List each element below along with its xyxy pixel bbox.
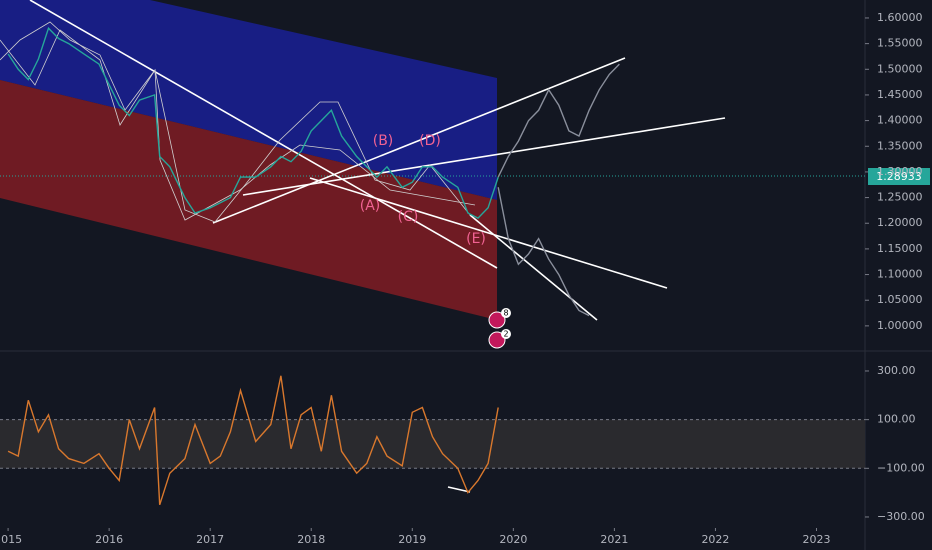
y-tick-label: 1.05000: [877, 293, 923, 306]
event-count: 8: [503, 309, 508, 318]
trendline: [309, 177, 668, 289]
price-line: [7, 26, 499, 219]
y-tick-label: 300.00: [877, 364, 916, 377]
wave-label: (D): [419, 133, 441, 149]
y-tick-label: −300.00: [877, 510, 925, 523]
event-icon[interactable]: [488, 311, 506, 329]
wave-label: (A): [360, 198, 381, 214]
price-line: [7, 375, 499, 506]
y-tick-label: 1.00000: [877, 319, 923, 332]
last-price-box: [868, 168, 930, 185]
x-tick-label: 2016: [95, 533, 123, 546]
wave-label: (B): [373, 133, 394, 149]
pattern-lines: [0, 29, 476, 221]
y-tick-label: 1.10000: [877, 268, 923, 281]
y-tick-label: 1.40000: [877, 114, 923, 127]
y-tick-label: 1.60000: [877, 11, 923, 24]
y-tick-label: −100.00: [877, 461, 925, 474]
channel-upper: [0, 0, 497, 200]
x-tick-label: 2018: [297, 533, 325, 546]
trendline: [212, 57, 626, 224]
price-line: [497, 63, 620, 178]
x-tick-label: 2020: [499, 533, 527, 546]
divergence-line: [447, 486, 471, 493]
x-tick-label: 2015: [0, 533, 22, 546]
y-tick-label: 1.50000: [877, 62, 923, 75]
y-tick-label: 1.25000: [877, 191, 923, 204]
cci-band: [0, 419, 865, 469]
event-count: 2: [503, 330, 508, 339]
last-price-label: 1.28933: [876, 170, 922, 183]
y-tick-label: 1.45000: [877, 88, 923, 101]
x-tick-label: 2022: [701, 533, 729, 546]
y-tick-label: 1.30000: [877, 165, 923, 178]
wave-label: (C): [398, 209, 419, 225]
x-tick-label: 2017: [196, 533, 224, 546]
event-badge: [501, 329, 511, 339]
trendline: [29, 0, 498, 269]
x-tick-label: 2019: [398, 533, 426, 546]
channel-lower: [0, 80, 497, 320]
x-tick-label: 2021: [600, 533, 628, 546]
y-tick-label: 1.20000: [877, 216, 923, 229]
y-tick-label: 1.35000: [877, 139, 923, 152]
price-line: [497, 187, 590, 317]
event-badge: [501, 308, 511, 318]
pattern-lines: [0, 21, 471, 223]
y-tick-label: 1.55000: [877, 37, 923, 50]
y-tick-label: 1.15000: [877, 242, 923, 255]
x-tick-label: 2023: [802, 533, 830, 546]
event-icon[interactable]: [488, 331, 506, 349]
trendline: [469, 214, 598, 321]
drawings: [0, 0, 726, 493]
wave-label: (E): [466, 231, 486, 247]
y-tick-label: 100.00: [877, 413, 916, 426]
